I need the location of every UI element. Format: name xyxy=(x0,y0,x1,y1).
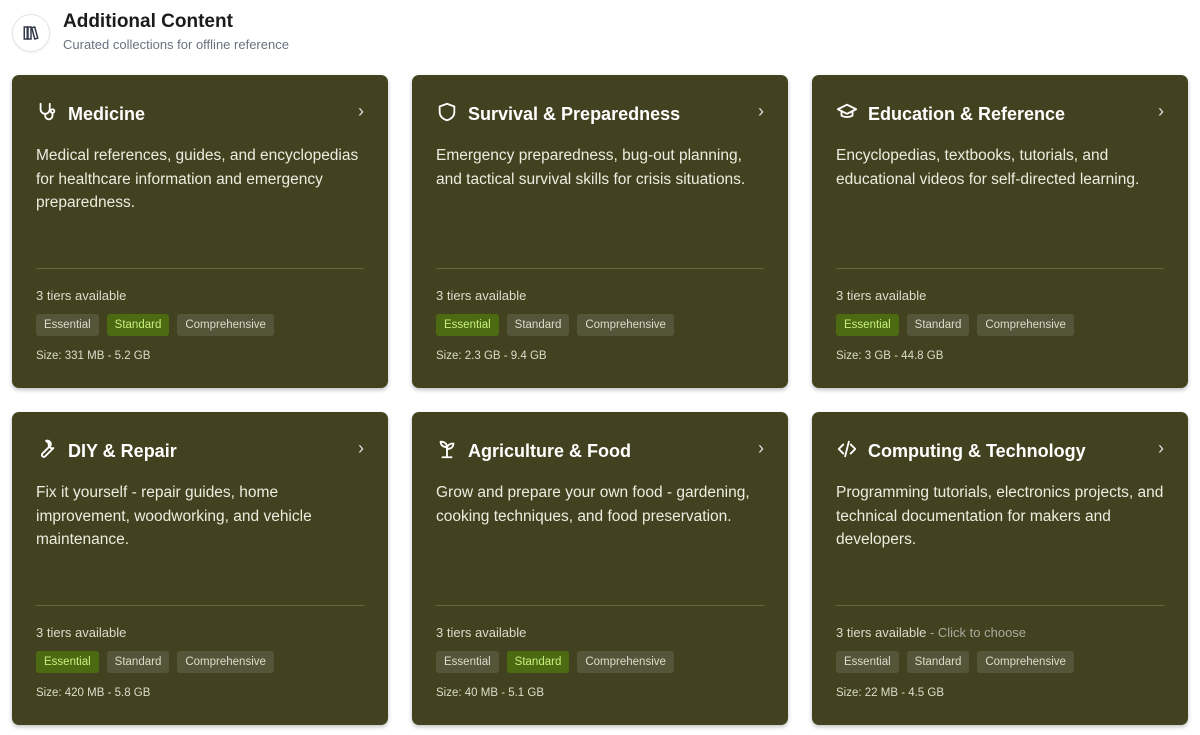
size-range: Size: 331 MB - 5.2 GB xyxy=(36,350,151,362)
tier-pill-essential[interactable]: Essential xyxy=(436,651,499,673)
collection-card[interactable]: Computing & Technology › Programming tut… xyxy=(812,412,1188,725)
chevron-right-icon[interactable]: › xyxy=(1158,101,1164,121)
card-title: Education & Reference xyxy=(868,104,1066,124)
card-description: Programming tutorials, electronics proje… xyxy=(836,484,1164,548)
tier-pill-standard[interactable]: Standard xyxy=(106,651,170,673)
page-subtitle: Curated collections for offline referenc… xyxy=(63,36,289,52)
tiers-count: 3 tiers available xyxy=(836,288,927,303)
choose-hint: - Click to choose xyxy=(926,625,1027,640)
tier-pill-essential[interactable]: Essential xyxy=(436,314,499,336)
tier-pill-comprehensive[interactable]: Comprehensive xyxy=(577,651,674,673)
tier-pill-standard[interactable]: Standard xyxy=(506,651,570,673)
divider xyxy=(836,268,1164,269)
tier-pill-standard[interactable]: Standard xyxy=(906,314,970,336)
chevron-right-icon[interactable]: › xyxy=(358,438,364,458)
tier-pill-comprehensive[interactable]: Comprehensive xyxy=(177,314,274,336)
stethoscope-icon xyxy=(36,101,58,128)
collection-card[interactable]: Survival & Preparedness › Emergency prep… xyxy=(412,75,788,388)
card-title: Agriculture & Food xyxy=(468,441,631,461)
card-title: Medicine xyxy=(68,104,146,124)
tier-pill-comprehensive[interactable]: Comprehensive xyxy=(577,314,674,336)
size-range: Size: 40 MB - 5.1 GB xyxy=(436,687,545,699)
tiers-count: 3 tiers available xyxy=(436,288,527,303)
sprout-icon xyxy=(436,438,458,465)
divider xyxy=(36,268,364,269)
collection-card[interactable]: Medicine › Medical references, guides, a… xyxy=(12,75,388,388)
tier-pill-standard[interactable]: Standard xyxy=(906,651,970,673)
size-range: Size: 3 GB - 44.8 GB xyxy=(836,350,944,362)
tier-pill-standard[interactable]: Standard xyxy=(506,314,570,336)
wrench-icon xyxy=(36,438,58,465)
tiers-label: 3 tiers available xyxy=(836,288,926,303)
size-range: Size: 22 MB - 4.5 GB xyxy=(836,687,945,699)
tiers-label: 3 tiers available xyxy=(436,625,526,640)
divider xyxy=(436,268,764,269)
size-range: Size: 420 MB - 5.8 GB xyxy=(36,687,151,699)
collection-card[interactable]: Agriculture & Food › Grow and prepare yo… xyxy=(412,412,788,725)
tiers-count: 3 tiers available xyxy=(36,288,127,303)
tier-pill-essential[interactable]: Essential xyxy=(836,314,899,336)
collection-card[interactable]: Education & Reference › Encyclopedias, t… xyxy=(812,75,1188,388)
page-header: Additional Content Curated collections f… xyxy=(12,10,289,52)
card-description: Grow and prepare your own food - gardeni… xyxy=(436,484,750,525)
tiers-label: 3 tiers available xyxy=(36,288,126,303)
tier-pill-standard[interactable]: Standard xyxy=(106,314,170,336)
tier-pill-comprehensive[interactable]: Comprehensive xyxy=(977,314,1074,336)
collection-card[interactable]: DIY & Repair › Fix it yourself - repair … xyxy=(12,412,388,725)
chevron-right-icon[interactable]: › xyxy=(1158,438,1164,458)
divider xyxy=(36,605,364,606)
tiers-label: 3 tiers available - Click to choose xyxy=(836,625,1026,640)
tier-pill-essential[interactable]: Essential xyxy=(36,314,99,336)
divider xyxy=(836,605,1164,606)
card-title: Computing & Technology xyxy=(868,441,1086,461)
tiers-count: 3 tiers available xyxy=(36,625,127,640)
chevron-right-icon[interactable]: › xyxy=(758,101,764,121)
card-description: Fix it yourself - repair guides, home im… xyxy=(36,484,312,548)
shield-icon xyxy=(436,101,458,128)
card-description: Encyclopedias, textbooks, tutorials, and… xyxy=(836,147,1140,188)
chevron-right-icon[interactable]: › xyxy=(758,438,764,458)
card-description: Emergency preparedness, bug-out planning… xyxy=(436,147,746,188)
card-title: Survival & Preparedness xyxy=(468,104,681,124)
tiers-label: 3 tiers available xyxy=(36,625,126,640)
card-title: DIY & Repair xyxy=(68,441,177,461)
tiers-label: 3 tiers available xyxy=(436,288,526,303)
tier-pill-essential[interactable]: Essential xyxy=(836,651,899,673)
tiers-count: 3 tiers available xyxy=(436,625,527,640)
graduation-cap-icon xyxy=(836,101,858,128)
tier-pill-comprehensive[interactable]: Comprehensive xyxy=(177,651,274,673)
books-icon xyxy=(12,14,50,52)
tier-pill-essential[interactable]: Essential xyxy=(36,651,99,673)
code-icon xyxy=(836,438,858,465)
card-description: Medical references, guides, and encyclop… xyxy=(36,147,359,211)
tier-pill-comprehensive[interactable]: Comprehensive xyxy=(977,651,1074,673)
tiers-count: 3 tiers available xyxy=(836,625,927,640)
page-title: Additional Content xyxy=(63,10,233,32)
chevron-right-icon[interactable]: › xyxy=(358,101,364,121)
size-range: Size: 2.3 GB - 9.4 GB xyxy=(436,350,547,362)
divider xyxy=(436,605,764,606)
